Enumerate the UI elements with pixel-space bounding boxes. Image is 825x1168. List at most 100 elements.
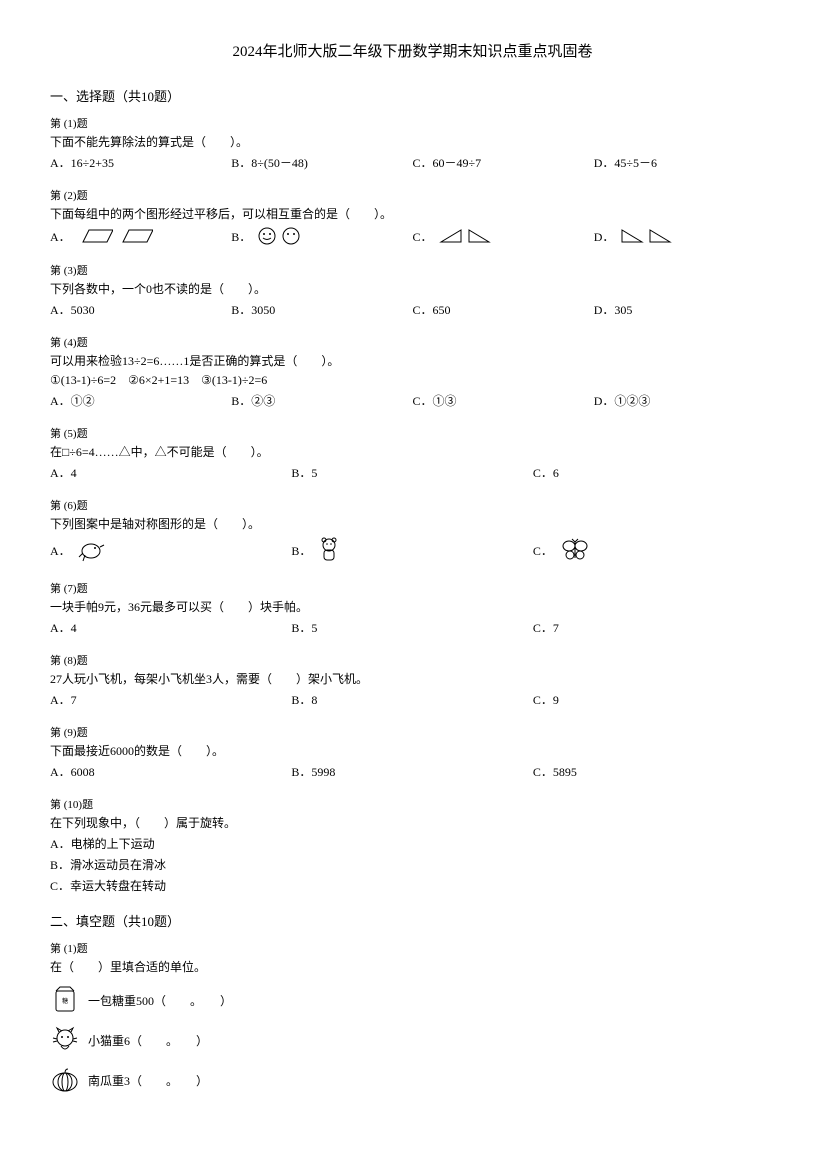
q10-optC: C．幸运大转盘在转动 [50, 875, 775, 896]
q10-optB: B．滑冰运动员在滑冰 [50, 854, 775, 875]
fill-item-cat-text: 小猫重6（ 。 ） [88, 1032, 208, 1049]
q8-optB: B．8 [291, 689, 532, 710]
svg-text:糖: 糖 [62, 997, 68, 1005]
q1-options: A．16÷2+35 B．8÷(50－48) C．60－49÷7 D．45÷5－6 [50, 152, 775, 173]
section-2-header: 二、填空题（共10题） [50, 911, 775, 930]
q1-optC: C．60－49÷7 [413, 152, 594, 173]
q10-text: 在下列现象中，（ ）属于旋转。 [50, 814, 775, 831]
q6-optB-label: B． [291, 542, 311, 559]
q5-optC: C．6 [533, 462, 774, 483]
q8-optC: C．9 [533, 689, 774, 710]
cand-bag-icon: 糖 [50, 985, 80, 1015]
q8-options: A．7 B．8 C．9 [50, 689, 775, 710]
section-1-header: 一、选择题（共10题） [50, 86, 775, 105]
fill-item-pumpkin: 南瓜重3（ 。 ） [50, 1065, 775, 1095]
q3-text: 下列各数中，一个0也不读的是（ ）。 [50, 280, 775, 297]
q2-optC: C． [413, 224, 594, 248]
triangle-icon [648, 228, 672, 244]
q5-label: 第 (5)题 [50, 425, 775, 441]
fill-item-pumpkin-text: 南瓜重3（ 。 ） [88, 1072, 208, 1089]
q2-optD: D． [594, 224, 775, 248]
q1-optA: A．16÷2+35 [50, 152, 231, 173]
pumpkin-icon [50, 1065, 80, 1095]
q8-text: 27人玩小飞机，每架小飞机坐3人，需要（ ）架小飞机。 [50, 670, 775, 687]
question-5: 第 (5)题 在□÷6=4……△中，△不可能是（ ）。 A．4 B．5 C．6 [50, 425, 775, 483]
q6-options: A． B． C． [50, 534, 775, 566]
q5-optB: B．5 [291, 462, 532, 483]
question-2: 第 (2)题 下面每组中的两个图形经过平移后，可以相互重合的是（ ）。 A． B… [50, 187, 775, 248]
q2-optA-label: A． [50, 228, 71, 245]
question-6: 第 (6)题 下列图案中是轴对称图形的是（ ）。 A． B． C． [50, 497, 775, 566]
q6-optA: A． [50, 534, 291, 566]
s2-question-1: 第 (1)题 在（ ）里填合适的单位。 糖 一包糖重500（ 。 ） 小猫重6（… [50, 940, 775, 1095]
q6-optC: C． [533, 534, 774, 566]
q2-optD-label: D． [594, 228, 615, 245]
exam-title: 2024年北师大版二年级下册数学期末知识点重点巩固卷 [50, 40, 775, 61]
q4-options: A．①② B．②③ C．①③ D．①②③ [50, 390, 775, 411]
q6-optB: B． [291, 534, 532, 566]
q10-options: A．电梯的上下运动 B．滑冰运动员在滑冰 C．幸运大转盘在转动 [50, 833, 775, 896]
question-3: 第 (3)题 下列各数中，一个0也不读的是（ ）。 A．5030 B．3050 … [50, 262, 775, 320]
q9-optA: A．6008 [50, 761, 291, 782]
q9-optC: C．5895 [533, 761, 774, 782]
q2-optC-label: C． [413, 228, 433, 245]
q4-text: 可以用来检验13÷2=6……1是否正确的算式是（ ）。 [50, 352, 775, 369]
question-10: 第 (10)题 在下列现象中，（ ）属于旋转。 A．电梯的上下运动 B．滑冰运动… [50, 796, 775, 896]
triangle-icon [467, 228, 491, 244]
q7-optC: C．7 [533, 617, 774, 638]
q5-options: A．4 B．5 C．6 [50, 462, 775, 483]
q2-label: 第 (2)题 [50, 187, 775, 203]
q8-label: 第 (8)题 [50, 652, 775, 668]
triangle-icon [620, 228, 644, 244]
cat-icon [50, 1025, 80, 1055]
q4-optB: B．②③ [231, 390, 412, 411]
q4-optC: C．①③ [413, 390, 594, 411]
q7-label: 第 (7)题 [50, 580, 775, 596]
q2-options: A． B． C． D． [50, 224, 775, 248]
q8-optA: A．7 [50, 689, 291, 710]
q9-label: 第 (9)题 [50, 724, 775, 740]
q10-optA: A．电梯的上下运动 [50, 833, 775, 854]
q5-text: 在□÷6=4……△中，△不可能是（ ）。 [50, 443, 775, 460]
smiley-icon [257, 226, 277, 246]
q4-optD: D．①②③ [594, 390, 775, 411]
q4-optA: A．①② [50, 390, 231, 411]
triangle-icon [439, 228, 463, 244]
q4-text2: ①(13-1)÷6=2 ②6×2+1=13 ③(13-1)÷2=6 [50, 371, 775, 388]
s2-q1-label: 第 (1)题 [50, 940, 775, 956]
fill-item-candy: 糖 一包糖重500（ 。 ） [50, 985, 775, 1015]
q6-optA-label: A． [50, 542, 71, 559]
q2-optB-label: B． [231, 228, 251, 245]
q7-optB: B．5 [291, 617, 532, 638]
q3-optC: C．650 [413, 299, 594, 320]
q7-options: A．4 B．5 C．7 [50, 617, 775, 638]
q9-optB: B．5998 [291, 761, 532, 782]
q6-optC-label: C． [533, 542, 553, 559]
parallelogram-icon [77, 228, 113, 244]
question-9: 第 (9)题 下面最接近6000的数是（ ）。 A．6008 B．5998 C．… [50, 724, 775, 782]
q3-optA: A．5030 [50, 299, 231, 320]
q10-label: 第 (10)题 [50, 796, 775, 812]
question-8: 第 (8)题 27人玩小飞机，每架小飞机坐3人，需要（ ）架小飞机。 A．7 B… [50, 652, 775, 710]
butterfly-icon [559, 538, 591, 562]
fill-item-cat: 小猫重6（ 。 ） [50, 1025, 775, 1055]
q2-optB: B． [231, 224, 412, 248]
q6-text: 下列图案中是轴对称图形的是（ ）。 [50, 515, 775, 532]
face-icon [281, 226, 301, 246]
q9-text: 下面最接近6000的数是（ ）。 [50, 742, 775, 759]
q1-optD: D．45÷5－6 [594, 152, 775, 173]
question-1: 第 (1)题 下面不能先算除法的算式是（ ）。 A．16÷2+35 B．8÷(5… [50, 115, 775, 173]
q3-label: 第 (3)题 [50, 262, 775, 278]
q2-optA: A． [50, 224, 231, 248]
q3-optB: B．3050 [231, 299, 412, 320]
q3-options: A．5030 B．3050 C．650 D．305 [50, 299, 775, 320]
q7-optA: A．4 [50, 617, 291, 638]
s2-q1-text: 在（ ）里填合适的单位。 [50, 958, 775, 975]
q1-label: 第 (1)题 [50, 115, 775, 131]
q6-label: 第 (6)题 [50, 497, 775, 513]
q7-text: 一块手帕9元，36元最多可以买（ ）块手帕。 [50, 598, 775, 615]
q5-optA: A．4 [50, 462, 291, 483]
question-4: 第 (4)题 可以用来检验13÷2=6……1是否正确的算式是（ ）。 ①(13-… [50, 334, 775, 411]
q4-label: 第 (4)题 [50, 334, 775, 350]
q2-text: 下面每组中的两个图形经过平移后，可以相互重合的是（ ）。 [50, 205, 775, 222]
